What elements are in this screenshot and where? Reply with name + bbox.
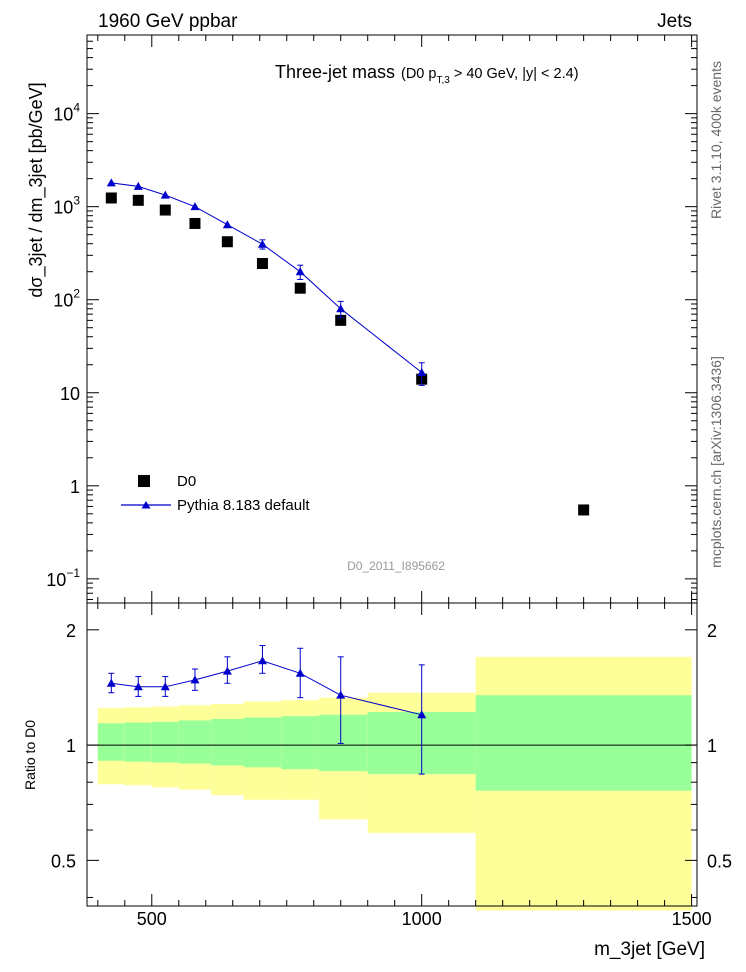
tick-exponent: 3 — [73, 194, 80, 208]
main-y-axis-label: dσ_3jet / dm_3jet [pb/GeV] — [26, 82, 47, 297]
pythia-point — [257, 239, 267, 248]
x-tick-label: 1000 — [402, 909, 442, 929]
d0-point — [578, 504, 590, 516]
ratio-y-tick-label-left: 0.5 — [51, 851, 76, 871]
main-y-tick-label: 103 — [53, 194, 80, 218]
tick-base: 10 — [53, 198, 73, 218]
ratio-point — [222, 666, 232, 675]
ratio-frame — [86, 602, 698, 907]
ratio-point — [190, 675, 200, 684]
ratio-series — [106, 645, 427, 775]
ratio-y-tick-label-right: 2 — [707, 621, 717, 641]
pythia-point — [190, 202, 200, 211]
tick-base: 1 — [70, 477, 80, 497]
ratio-point — [106, 678, 116, 687]
main-y-tick-label: 102 — [53, 287, 80, 311]
ratio-y-tick-label-left: 2 — [66, 621, 76, 641]
legend-d0-marker — [138, 475, 150, 487]
d0-point — [132, 194, 144, 206]
analysis-watermark: D0_2011_I895662 — [347, 559, 445, 573]
pythia-point — [417, 368, 427, 377]
mcplots-label: mcplots.cern.ch [arXiv:1306.3436] — [708, 356, 724, 568]
legend-d0-label: D0 — [177, 473, 196, 490]
pythia-point — [106, 178, 116, 187]
d0-point — [105, 192, 117, 204]
inner-uncertainty-band — [243, 717, 282, 768]
ratio-uncertainty-bands — [97, 656, 692, 911]
tick-base: 10 — [60, 384, 80, 404]
inner-uncertainty-band — [151, 721, 179, 763]
ratio-point — [257, 656, 267, 665]
inner-uncertainty-band — [211, 718, 244, 766]
ratio-y-tick-label-right: 1 — [707, 736, 717, 756]
inner-uncertainty-band — [97, 723, 125, 761]
inner-uncertainty-band — [475, 695, 692, 791]
ratio-point — [160, 682, 170, 691]
legend: D0 Pythia 8.183 default — [121, 473, 310, 514]
ratio-point — [336, 690, 346, 699]
tick-exponent: 4 — [73, 101, 80, 115]
x-axis-label: m_3jet [GeV] — [594, 939, 705, 960]
main-y-tick-label: 104 — [53, 101, 80, 125]
chart-subtitle: (D0 pT,3 > 40 GeV, |y| < 2.4) — [401, 66, 579, 86]
ratio-ticks — [87, 603, 697, 906]
main-y-tick-label: 1 — [70, 477, 80, 497]
pythia-point — [336, 304, 346, 313]
tick-exponent: 2 — [73, 287, 80, 301]
inner-uncertainty-band — [124, 722, 152, 762]
inner-uncertainty-band — [178, 720, 212, 764]
pythia-point — [133, 181, 143, 190]
main-ticks — [87, 34, 697, 603]
legend-pythia-label: Pythia 8.183 default — [177, 497, 310, 514]
ratio-point — [133, 682, 143, 691]
main-y-tick-label: 10−1 — [46, 566, 80, 590]
header-left: 1960 GeV ppbar — [98, 11, 238, 32]
ratio-point — [295, 668, 305, 677]
subtitle-sub: T,3 — [436, 75, 450, 86]
x-tick-labels: 500 1000 1500 — [137, 909, 712, 929]
tick-base: 10 — [53, 291, 73, 311]
header-right: Jets — [657, 11, 692, 32]
ratio-point — [417, 710, 427, 719]
d0-point — [294, 282, 306, 294]
legend-pythia-marker — [141, 501, 151, 509]
ratio-y-tick-label-right: 0.5 — [707, 851, 732, 871]
pythia-point — [222, 220, 232, 229]
x-tick-label: 500 — [137, 909, 167, 929]
d0-point — [221, 236, 233, 248]
x-tick-label: 1500 — [672, 909, 712, 929]
d0-point — [335, 314, 347, 326]
ratio-y-axis-label: Ratio to D0 — [22, 720, 38, 790]
ratio-y-tick-labels: 0.5 0.5 1 1 2 2 — [51, 621, 732, 872]
ratio-panel: 0.5 0.5 1 1 2 2 500 1000 1500 Ratio to D0 m_3je… — [22, 602, 732, 960]
tick-base: 10 — [46, 570, 66, 590]
tick-base: 10 — [53, 105, 73, 125]
d0-point — [256, 258, 268, 270]
ratio-y-tick-label-left: 1 — [66, 736, 76, 756]
main-y-tick-label: 10 — [60, 384, 80, 404]
subtitle-suffix: > 40 GeV, |y| < 2.4) — [450, 66, 579, 82]
pythia-point — [160, 190, 170, 199]
d0-point — [159, 204, 171, 216]
tick-exponent: −1 — [66, 566, 80, 580]
inner-uncertainty-band — [281, 716, 320, 770]
pythia-point — [295, 267, 305, 276]
d0-point — [189, 217, 201, 229]
subtitle-prefix: (D0 p — [401, 66, 436, 82]
chart-title: Three-jet mass — [275, 62, 395, 82]
main-series — [105, 178, 590, 516]
rivet-label: Rivet 3.1.10, 400k events — [708, 61, 724, 219]
